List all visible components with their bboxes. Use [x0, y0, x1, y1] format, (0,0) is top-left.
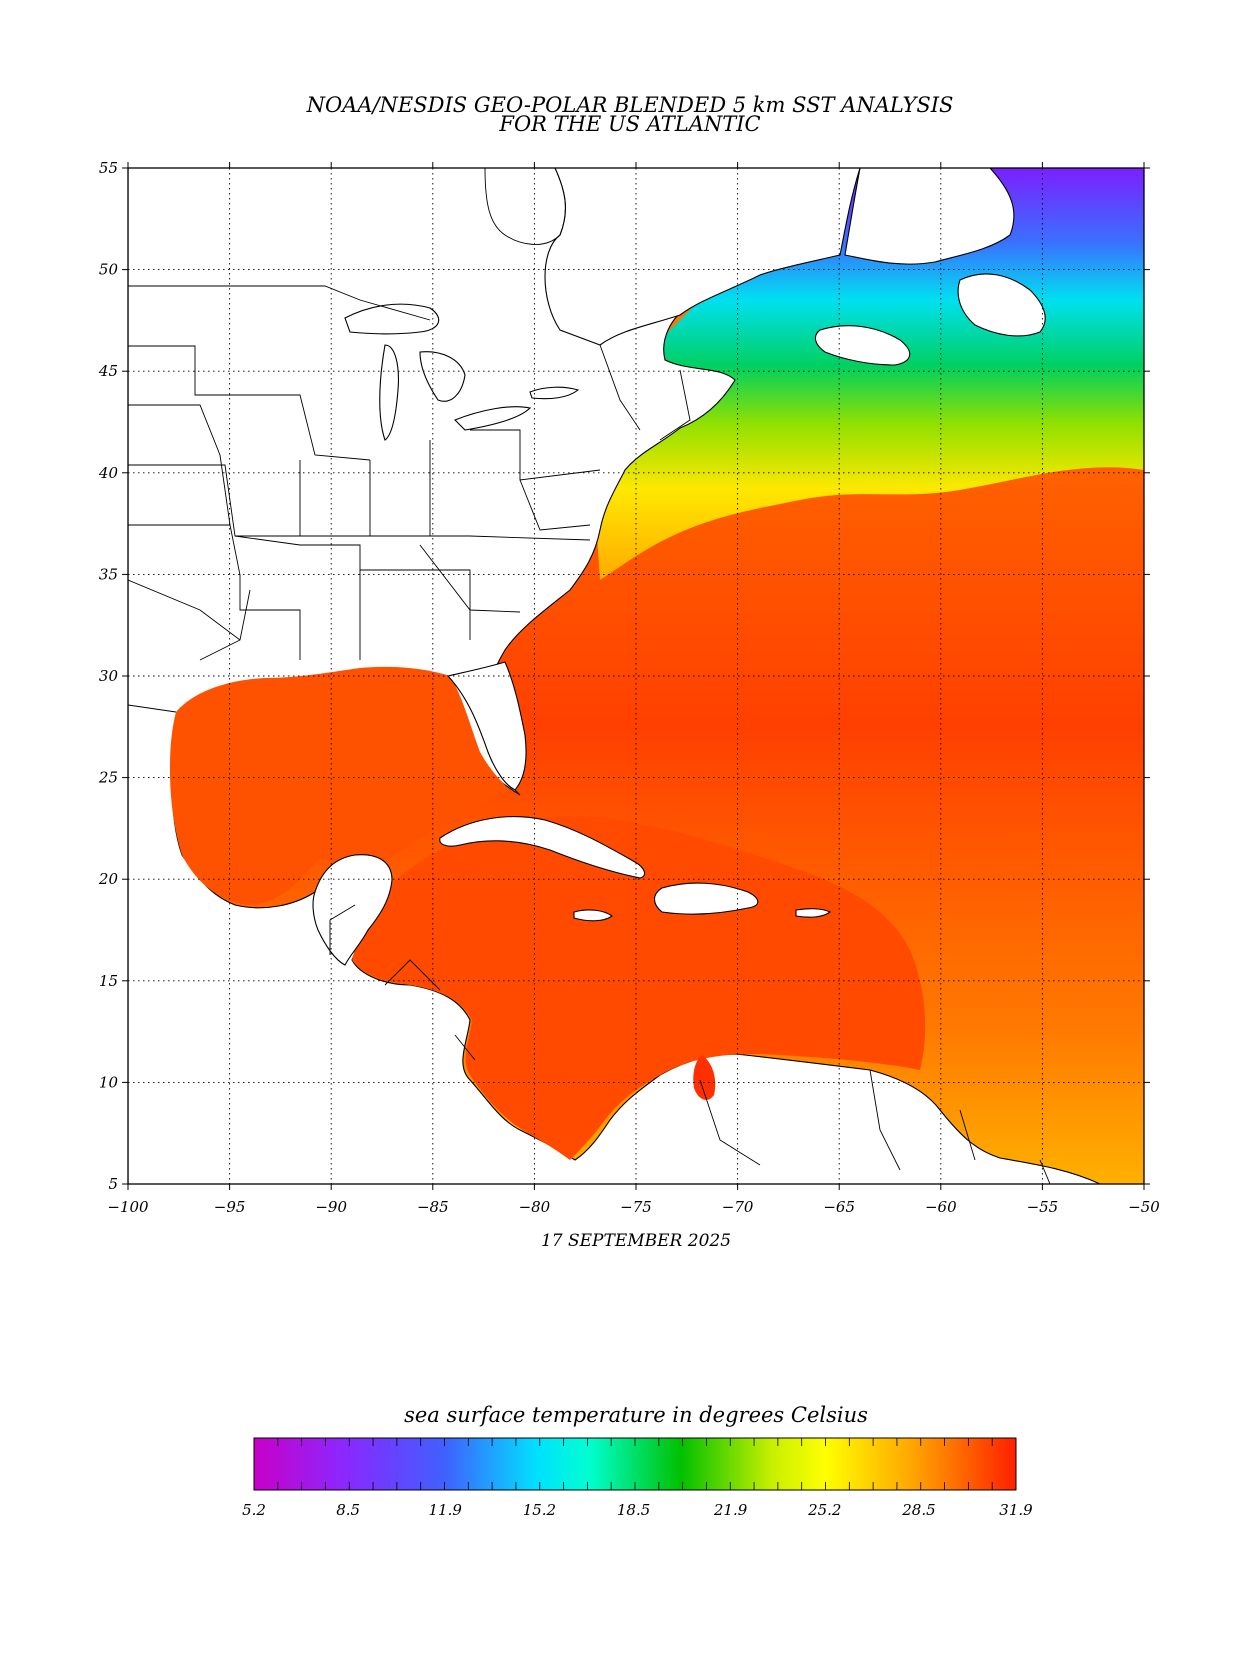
- colorbar-tick-label: 28.5: [901, 1501, 935, 1519]
- gulf-of-mexico: [170, 666, 510, 905]
- newfoundland-island: [957, 273, 1046, 337]
- colorbar-ticks: [277, 1438, 993, 1490]
- north-atlantic-cold-water: [590, 168, 1144, 580]
- lon-tick-label: −70: [722, 1198, 754, 1216]
- colorbar-title: sea surface temperature in degrees Celsi…: [404, 1403, 868, 1427]
- hispaniola-island: [653, 882, 759, 915]
- colorbar-tick-label: 8.5: [336, 1501, 360, 1519]
- colorbar-tick-label: 31.9: [999, 1501, 1033, 1519]
- lon-tick-label: −90: [315, 1198, 347, 1216]
- caribbean-sea: [352, 816, 926, 1160]
- jamaica-island: [573, 909, 613, 922]
- sst-map: [128, 168, 1144, 1184]
- cuba-island: [439, 816, 646, 879]
- lat-tick-label: 40: [98, 464, 119, 482]
- lat-tick-label: 45: [98, 362, 118, 380]
- lon-tick-label: −55: [1027, 1198, 1059, 1216]
- lat-tick-label: 35: [99, 565, 118, 583]
- lon-tick-label: −95: [214, 1198, 246, 1216]
- latitude-labels: 5 10 15 20 25 30 35 40 45 50 55: [98, 159, 119, 1193]
- lon-tick-label: −80: [519, 1198, 551, 1216]
- colorbar-labels: 5.2 8.5 11.9 15.2 18.5 21.9 25.2 28.5 31.9: [242, 1501, 1033, 1519]
- lat-tick-label: 20: [98, 870, 119, 888]
- lat-tick-label: 50: [99, 261, 119, 279]
- lon-tick-label: −65: [823, 1198, 855, 1216]
- lon-tick-label: −50: [1128, 1198, 1160, 1216]
- florida-peninsula: [446, 661, 527, 791]
- lat-tick-label: 25: [98, 769, 118, 787]
- hudson-bay-coast: [484, 168, 566, 245]
- title-line-2: FOR THE US ATLANTIC: [498, 112, 760, 136]
- colorbar-tick-label: 5.2: [242, 1501, 266, 1519]
- lon-tick-label: −75: [620, 1198, 652, 1216]
- lon-tick-label: −85: [417, 1198, 449, 1216]
- puerto-rico-island: [795, 908, 832, 918]
- axis-ticks: [122, 162, 1150, 1190]
- lat-tick-label: 10: [99, 1073, 119, 1091]
- colorbar-tick-label: 21.9: [713, 1501, 748, 1519]
- colorbar-tick-label: 18.5: [617, 1501, 650, 1519]
- colorbar-tick-label: 15.2: [523, 1501, 556, 1519]
- lat-tick-label: 30: [99, 667, 119, 685]
- nova-scotia-land: [814, 325, 911, 366]
- lat-tick-label: 5: [108, 1175, 118, 1193]
- lake-superior: [344, 303, 440, 335]
- lake-erie: [454, 406, 532, 431]
- lake-michigan: [379, 344, 399, 441]
- lake-huron: [419, 351, 466, 402]
- labrador-land: [844, 168, 1015, 265]
- political-borders: [128, 285, 1051, 1184]
- analysis-date: 17 SEPTEMBER 2025: [541, 1231, 731, 1251]
- longitude-labels: −100 −95 −90 −85 −80 −75 −70 −65 −60 −55 −50: [107, 1198, 1160, 1216]
- lat-tick-label: 15: [99, 972, 118, 990]
- colorbar-tick-label: 11.9: [429, 1501, 463, 1519]
- lake-ontario: [529, 386, 580, 400]
- lon-tick-label: −60: [925, 1198, 957, 1216]
- lat-tick-label: 55: [99, 159, 118, 177]
- lake-maracaibo: [693, 1055, 716, 1100]
- colorbar-tick-label: 25.2: [807, 1501, 841, 1519]
- yucatan-peninsula: [312, 854, 393, 966]
- lon-tick-label: −100: [107, 1198, 149, 1216]
- title-line-1: NOAA/NESDIS GEO-POLAR BLENDED 5 km SST A…: [306, 93, 954, 117]
